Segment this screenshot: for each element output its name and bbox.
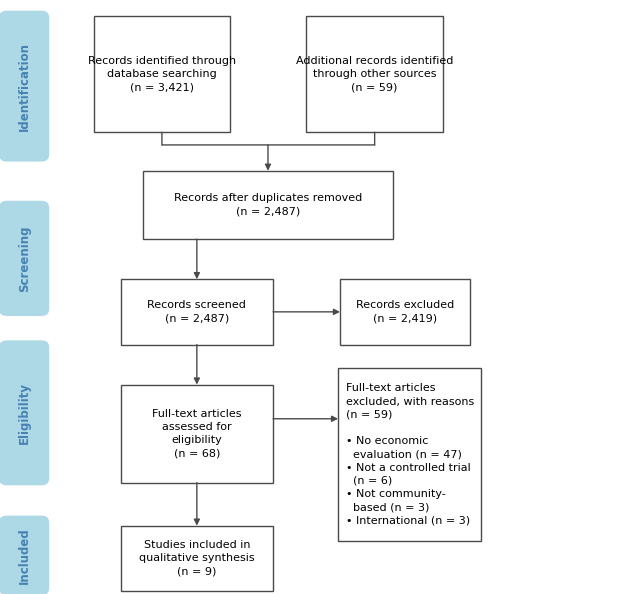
FancyBboxPatch shape xyxy=(0,340,50,485)
Text: Studies included in
qualitative synthesis
(n = 9): Studies included in qualitative synthesi… xyxy=(139,540,255,577)
FancyBboxPatch shape xyxy=(121,279,273,345)
FancyBboxPatch shape xyxy=(121,385,273,482)
Text: Full-text articles
assessed for
eligibility
(n = 68): Full-text articles assessed for eligibil… xyxy=(152,409,241,459)
Text: Screening: Screening xyxy=(18,225,30,292)
FancyBboxPatch shape xyxy=(0,201,50,316)
FancyBboxPatch shape xyxy=(0,516,50,594)
Text: Records identified through
database searching
(n = 3,421): Records identified through database sear… xyxy=(88,56,236,93)
Text: Records screened
(n = 2,487): Records screened (n = 2,487) xyxy=(147,300,246,324)
FancyBboxPatch shape xyxy=(142,171,393,239)
Text: Eligibility: Eligibility xyxy=(18,382,30,444)
FancyBboxPatch shape xyxy=(94,17,231,132)
FancyBboxPatch shape xyxy=(338,368,481,541)
Text: Additional records identified
through other sources
(n = 59): Additional records identified through ot… xyxy=(296,56,453,93)
Text: Included: Included xyxy=(18,527,30,584)
Text: Records excluded
(n = 2,419): Records excluded (n = 2,419) xyxy=(356,300,454,324)
FancyBboxPatch shape xyxy=(340,279,470,345)
Text: Identification: Identification xyxy=(18,42,30,131)
FancyBboxPatch shape xyxy=(0,11,50,162)
Text: Full-text articles
excluded, with reasons
(n = 59)

• No economic
  evaluation (: Full-text articles excluded, with reason… xyxy=(345,383,474,526)
Text: Records after duplicates removed
(n = 2,487): Records after duplicates removed (n = 2,… xyxy=(174,193,362,217)
FancyBboxPatch shape xyxy=(121,526,273,591)
FancyBboxPatch shape xyxy=(306,17,443,132)
